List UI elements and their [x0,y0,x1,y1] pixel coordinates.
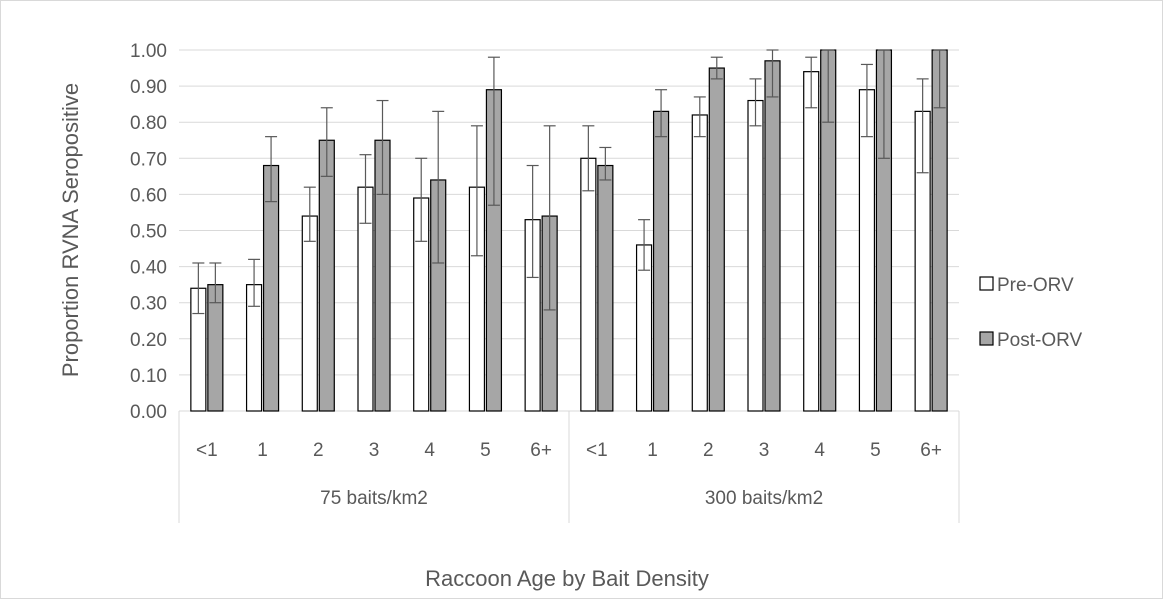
y-tick-label: 0.90 [130,77,167,98]
legend-swatch-post-orv [979,331,994,346]
y-axis-title: Proportion RVNA Seropositive [58,83,83,377]
bar-post-orv [318,139,335,412]
bar-post-orv [207,284,224,412]
y-tick-label: 0.40 [130,258,167,279]
x-tick-label: 4 [814,440,825,461]
x-axis-title: Raccoon Age by Bait Density [425,566,709,591]
bar-pre-orv [747,99,764,412]
y-tick-label: 0.50 [130,222,167,243]
bars [190,49,948,412]
bar-pre-orv [858,89,876,412]
x-tick-label: 2 [313,440,324,461]
y-tick-label: 1.00 [130,41,167,62]
gridlines [179,49,959,376]
x-tick-label: 3 [759,440,770,461]
x-tick-label: 6+ [530,440,552,461]
y-tick-label: 0.20 [130,330,167,351]
axes [178,410,960,523]
x-tick-label: 5 [870,440,881,461]
bar-pre-orv [580,157,597,412]
x-tick-label: <1 [586,440,608,461]
y-tick-label: 0.70 [130,149,167,170]
bar-pre-orv [803,71,820,412]
error-bars [192,49,946,315]
y-tick-label: 0.00 [130,402,167,423]
y-tick-label: 0.10 [130,366,167,387]
x-tick-label: <1 [196,440,218,461]
bar-post-orv [262,164,280,412]
x-tick-label: 3 [369,440,380,461]
bar-post-orv [597,164,614,412]
y-tick-label: 0.60 [130,185,167,206]
legend-label-pre-orv: Pre-ORV [997,275,1074,296]
bar-pre-orv [691,114,708,412]
bar-pre-orv [301,215,318,412]
y-tick-label: 0.30 [130,294,167,315]
legend-swatch-pre-orv [979,276,994,291]
x-tick-label: 6+ [920,440,942,461]
x-tick-label: 5 [480,440,491,461]
legend: Pre-ORV Post-ORV [979,275,1083,351]
group-label: 75 baits/km2 [320,488,428,509]
bar-post-orv [652,110,670,412]
group-label: 300 baits/km2 [705,488,823,509]
y-tick-label: 0.80 [130,113,167,134]
x-tick-label: 2 [703,440,714,461]
axis-labels: 0.00 0.10 0.20 0.30 0.40 0.50 0.60 0.70 0.80 0.90… [130,41,942,509]
bar-post-orv [764,60,781,412]
bar-post-orv [708,67,725,412]
legend-label-post-orv: Post-ORV [997,330,1083,351]
x-tick-label: 4 [424,440,435,461]
x-tick-label: 1 [257,440,268,461]
x-tick-label: 1 [647,440,658,461]
